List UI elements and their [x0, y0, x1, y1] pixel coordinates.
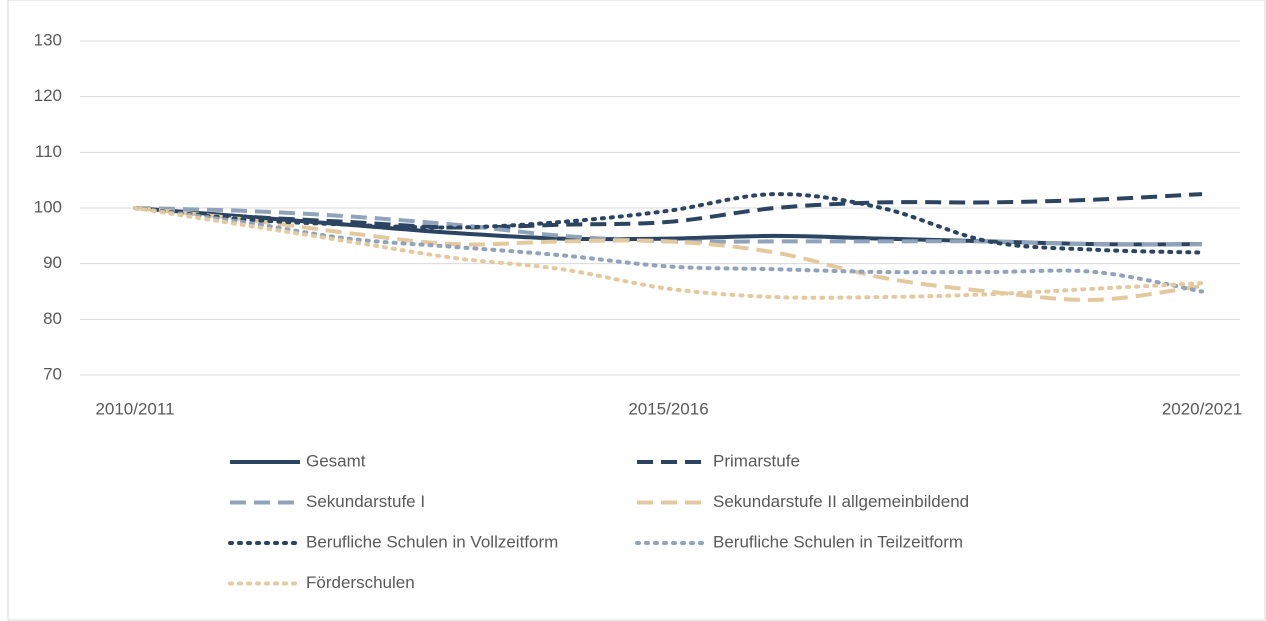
y-tick-label: 100	[34, 197, 62, 216]
legend-label: Berufliche Schulen in Teilzeitform	[713, 532, 963, 551]
y-tick-label: 120	[34, 86, 62, 105]
y-tick-label: 130	[34, 30, 62, 49]
y-tick-label: 90	[43, 253, 62, 272]
legend-label: Berufliche Schulen in Vollzeitform	[306, 532, 558, 551]
x-tick-label: 2020/2021	[1162, 399, 1242, 418]
series-line	[133, 206, 1204, 300]
legend-label: Gesamt	[306, 451, 366, 470]
series-line	[133, 206, 1204, 294]
y-tick-label: 110	[35, 142, 62, 161]
y-tick-label: 70	[43, 364, 62, 383]
chart-frame	[7, 0, 1266, 621]
series-line	[133, 192, 1204, 255]
x-tick-label: 2010/2011	[95, 399, 174, 418]
series-line	[134, 192, 1203, 230]
legend-label: Sekundarstufe II allgemeinbildend	[713, 492, 969, 511]
series-line	[134, 206, 1203, 302]
y-tick-label: 80	[43, 309, 62, 328]
x-tick-label: 2015/2016	[628, 399, 708, 418]
legend-label: Primarstufe	[713, 451, 800, 470]
legend-label: Sekundarstufe I	[306, 492, 425, 511]
legend-label: Förderschulen	[306, 573, 415, 592]
